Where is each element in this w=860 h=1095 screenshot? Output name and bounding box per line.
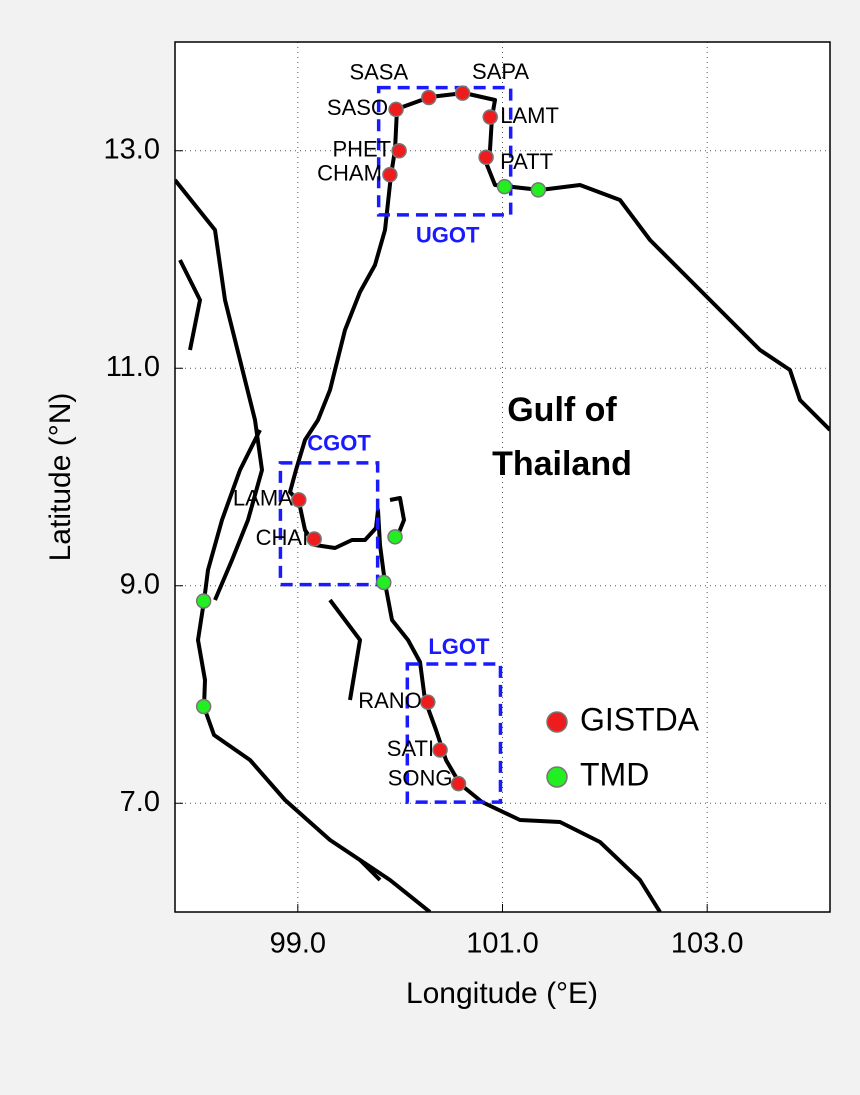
legend-label: GISTDA bbox=[580, 701, 700, 737]
coast-islands bbox=[178, 259, 406, 882]
region-name: CGOT bbox=[307, 431, 371, 456]
station-point bbox=[195, 698, 212, 715]
stations: SASA SAPA SASO LAMT PHET PATT CHAM LAMA CHAI RANO… bbox=[195, 59, 559, 792]
station-label: RANO bbox=[358, 688, 422, 713]
station-point bbox=[482, 109, 498, 125]
x-tick-label: 101.0 bbox=[466, 928, 539, 960]
legend-label: TMD bbox=[580, 756, 649, 792]
y-tick-label: 11.0 bbox=[106, 351, 160, 383]
station-point bbox=[530, 182, 547, 198]
station-point bbox=[382, 166, 398, 183]
station-point bbox=[388, 101, 404, 118]
x-tick-label: 99.0 bbox=[270, 928, 326, 960]
station-label: LAMA bbox=[233, 486, 293, 511]
station-label: LAMT bbox=[500, 103, 559, 128]
region-label: Thailand bbox=[492, 445, 632, 483]
station-label: PATT bbox=[500, 149, 553, 174]
station-label: SASO bbox=[327, 95, 388, 120]
station-point bbox=[454, 85, 471, 101]
coast-andaman bbox=[196, 429, 432, 912]
y-tick-label: 9.0 bbox=[120, 568, 160, 600]
station-label: SATI bbox=[387, 736, 434, 761]
legend-marker bbox=[546, 711, 568, 733]
station-point bbox=[421, 89, 437, 106]
y-tick-label: 13.0 bbox=[104, 133, 160, 165]
station-label: PHET bbox=[332, 137, 391, 162]
coast-myanmar bbox=[175, 178, 264, 601]
station-label: CHAM bbox=[317, 160, 382, 185]
station-point bbox=[391, 143, 407, 159]
station-point bbox=[306, 531, 322, 547]
y-tick-label: 7.0 bbox=[120, 786, 160, 818]
station-point bbox=[432, 742, 448, 758]
station-point bbox=[496, 178, 513, 195]
region-box bbox=[278, 461, 380, 587]
region-name: UGOT bbox=[416, 223, 480, 248]
station-point bbox=[450, 775, 467, 792]
station-point bbox=[478, 149, 494, 166]
station-label: SASA bbox=[349, 59, 408, 84]
plot-frame bbox=[174, 41, 831, 913]
regions: UGOT CGOT LGOT bbox=[278, 85, 513, 804]
station-point bbox=[387, 529, 403, 545]
station-point bbox=[195, 593, 212, 609]
y-axis-label: Latitude (°N) bbox=[44, 393, 77, 562]
station-label: CHAI bbox=[256, 525, 309, 550]
legend-marker bbox=[546, 766, 568, 788]
station-point bbox=[420, 694, 436, 710]
station-point bbox=[291, 492, 307, 508]
station-label: SAPA bbox=[472, 59, 529, 84]
station-point bbox=[376, 574, 392, 591]
region-label: Gulf of bbox=[507, 391, 617, 429]
station-label: SONG bbox=[388, 765, 453, 790]
region-box bbox=[376, 85, 513, 217]
x-axis-label: Longitude (°E) bbox=[406, 977, 598, 1010]
region-name: LGOT bbox=[428, 634, 490, 659]
region-box bbox=[405, 662, 503, 804]
x-tick-label: 103.0 bbox=[671, 928, 744, 960]
